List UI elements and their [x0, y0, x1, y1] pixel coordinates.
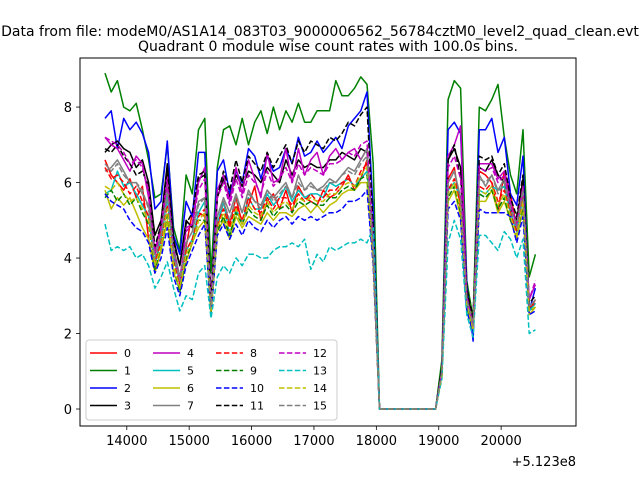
y-tick-label: 8 — [64, 101, 72, 116]
legend-label-13: 13 — [313, 365, 327, 378]
legend-label-14: 14 — [313, 382, 327, 395]
plot-frame — [79, 57, 577, 427]
y-axis: 0 2 4 6 8 — [64, 101, 80, 418]
legend-box — [85, 339, 338, 421]
y-tick-label: 4 — [64, 252, 72, 267]
legend-label-4: 4 — [187, 347, 194, 360]
x-tick-label: 15000 — [169, 434, 210, 449]
x-tick-label: 17000 — [293, 434, 334, 449]
series-line-12 — [104, 136, 537, 410]
x-tick-label: 14000 — [106, 434, 147, 449]
y-tick-label: 2 — [64, 328, 72, 343]
legend-label-7: 7 — [187, 400, 194, 413]
y-tick-label: 0 — [64, 403, 72, 418]
figure-suptitle: Data from file: modeM0/AS1A14_083T03_900… — [1, 24, 639, 40]
legend-label-2: 2 — [124, 382, 131, 395]
series-line-11 — [104, 106, 536, 410]
legend-label-11: 11 — [250, 400, 264, 413]
legend-label-8: 8 — [250, 347, 257, 360]
x-tick-label: 16000 — [231, 434, 272, 449]
legend-label-10: 10 — [250, 382, 264, 395]
legend-label-5: 5 — [187, 365, 194, 378]
legend-label-0: 0 — [124, 347, 131, 360]
legend-label-3: 3 — [124, 400, 131, 413]
y-tick-label: 6 — [64, 177, 72, 192]
chart-title: Quadrant 0 module wise count rates with … — [138, 39, 518, 55]
series-line-1 — [104, 72, 537, 410]
x-tick-label: 20000 — [480, 434, 521, 449]
x-tick-label: 19000 — [418, 434, 459, 449]
legend-label-1: 1 — [124, 365, 131, 378]
x-axis-offset-label: +5.123e8 — [512, 455, 576, 470]
series-line-15 — [104, 155, 536, 410]
legend-label-6: 6 — [187, 382, 194, 395]
series-line-13 — [104, 219, 536, 410]
legend-label-12: 12 — [313, 347, 327, 360]
legend-label-9: 9 — [250, 365, 257, 378]
x-axis: 14000 15000 16000 17000 18000 19000 20000 — [106, 426, 522, 449]
x-tick-label: 18000 — [356, 434, 397, 449]
plot-lines — [104, 72, 537, 410]
legend-label-15: 15 — [313, 400, 327, 413]
